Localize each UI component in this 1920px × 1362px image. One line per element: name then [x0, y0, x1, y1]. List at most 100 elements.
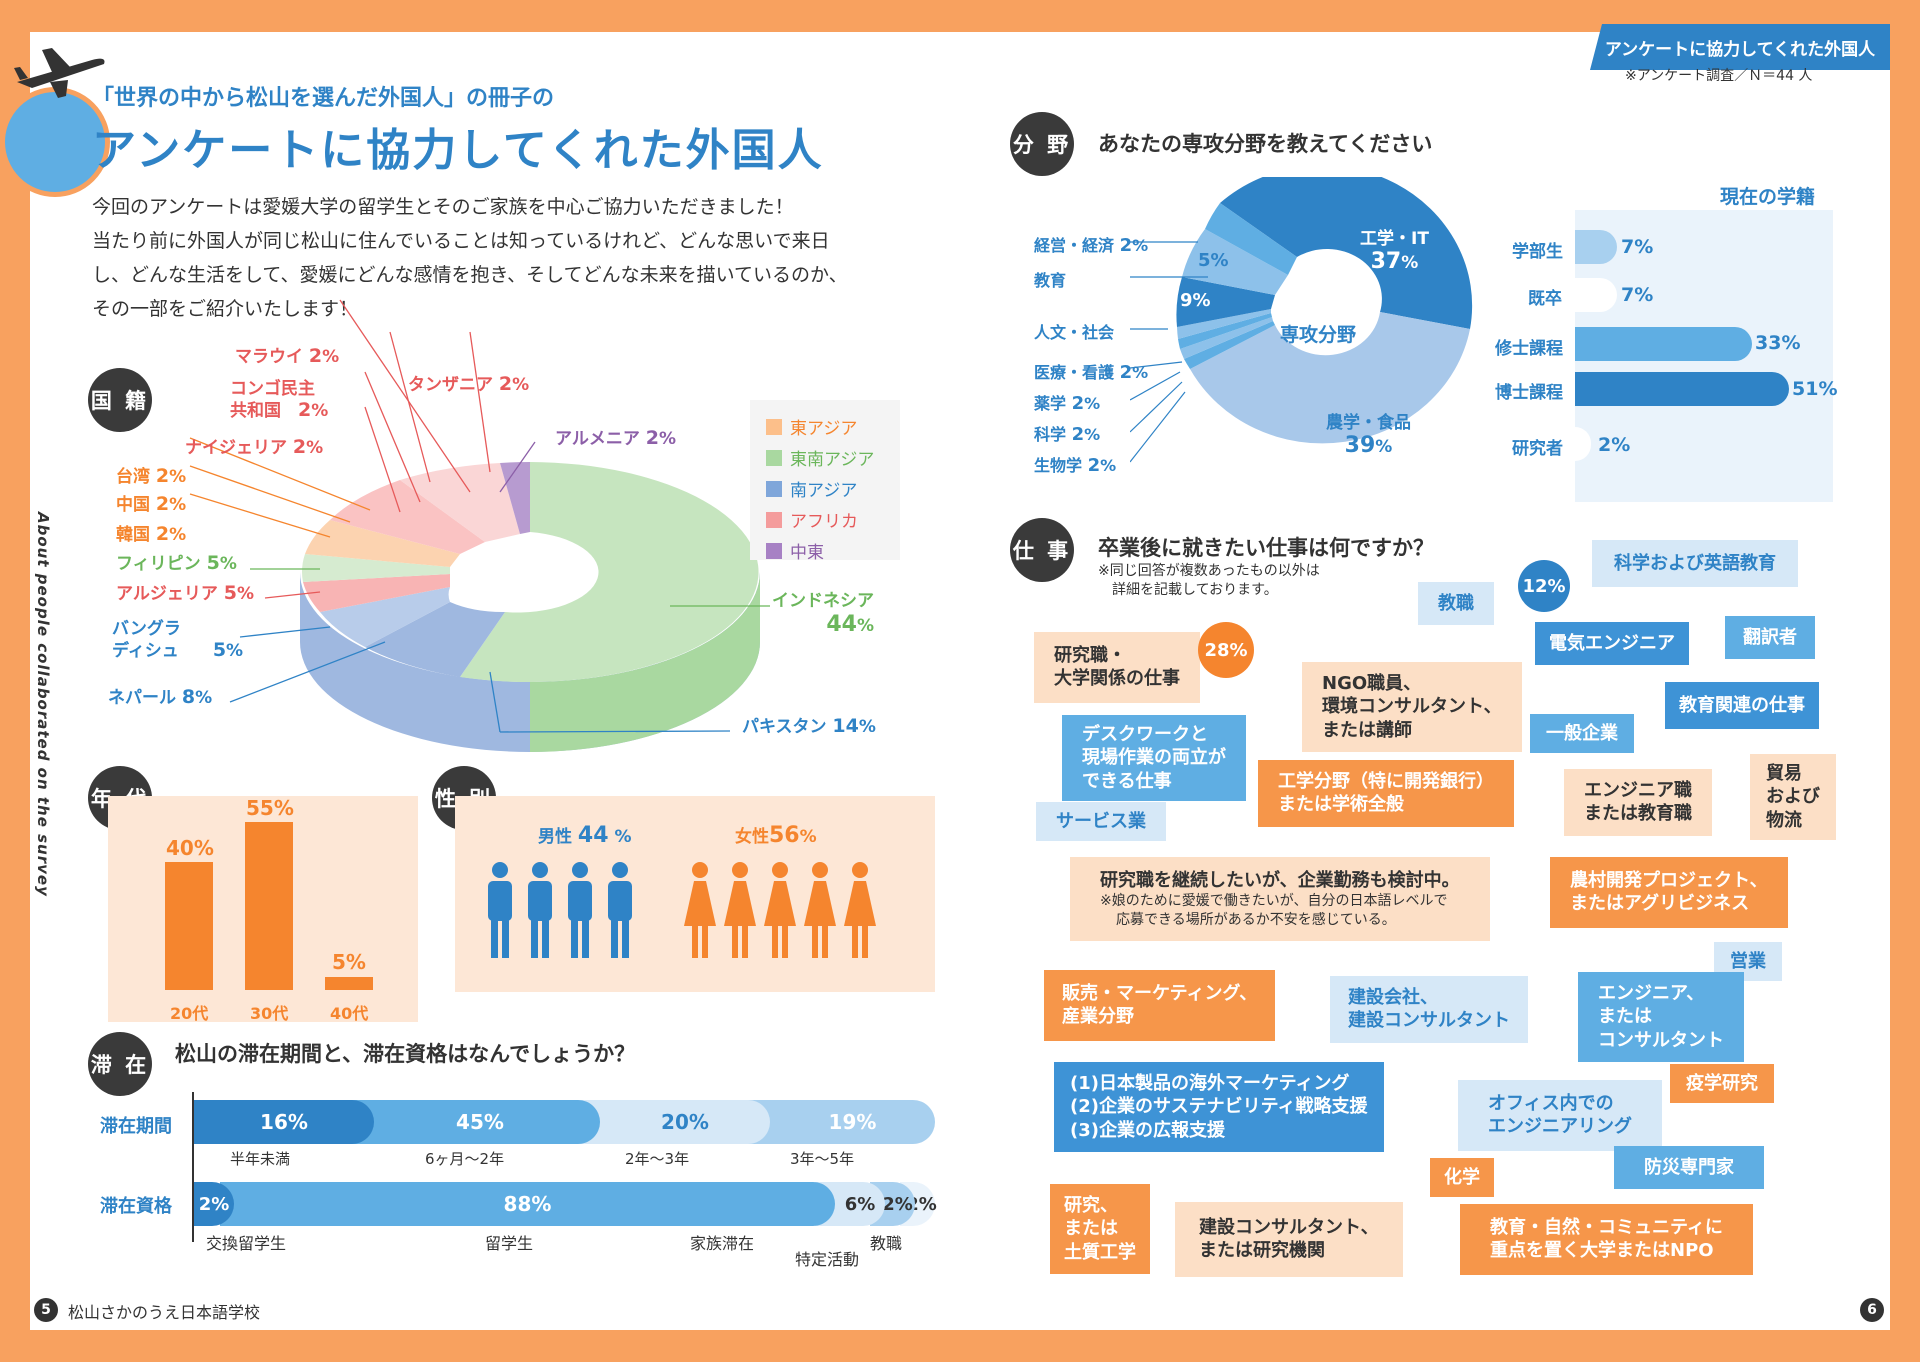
- subtitle: 「世界の中から松山を選んだ外国人」の冊子の: [92, 86, 555, 111]
- label-bangladesh: バングラ ディシュ 5%: [112, 619, 244, 661]
- job-box-office-engineering: オフィス内での エンジニアリング: [1458, 1080, 1662, 1151]
- field-slice-education: [1182, 229, 1288, 295]
- age-cat-20: 20代: [170, 1004, 209, 1023]
- age-cat-30: 30代: [250, 1004, 289, 1023]
- field-label-pharmacy: 薬学 2%: [1034, 393, 1101, 414]
- female-icon: [844, 862, 876, 958]
- period-seg-4: 19%: [740, 1100, 935, 1144]
- field-label-education: 教育: [1034, 271, 1067, 290]
- field-slice-agriculture: [1190, 312, 1470, 444]
- field-leader-lines: [1130, 241, 1208, 463]
- job-question: 卒業後に就きたい仕事は何ですか？: [1098, 536, 1434, 560]
- female-icon: [804, 862, 836, 958]
- label-tanzania: タンザニア 2%: [408, 373, 530, 395]
- donut-side: [300, 572, 760, 752]
- field-slice-humanities: [1176, 277, 1275, 327]
- job-box-engineer-edu: エンジニア職 または教育職: [1564, 769, 1712, 836]
- field-label-science: 科学 2%: [1034, 424, 1101, 445]
- job-box-university-npo: 教育・自然・コミュニティに 重点を置く大学またはNPO: [1460, 1204, 1753, 1275]
- label-malawi: マラウイ 2%: [235, 345, 340, 367]
- job-box-general-company: 一般企業: [1530, 714, 1634, 754]
- intro-line: 今回のアンケートは愛媛大学の留学生とそのご家族を中心ご協力いただきました！: [92, 196, 794, 218]
- legend-item: 東アジア: [766, 414, 884, 439]
- enroll-title: 現在の学籍: [1720, 186, 1816, 208]
- female-caption: 女性56%: [735, 823, 817, 848]
- enroll-name-2: 既卒: [1528, 289, 1562, 309]
- page-number-left: 5: [34, 1298, 58, 1322]
- field-label-humanities: 人文・社会: [1034, 323, 1115, 342]
- job-box-translator: 翻訳者: [1725, 616, 1815, 660]
- field-center-label: 専攻分野: [1280, 324, 1357, 346]
- job-label: 仕 事: [1010, 518, 1074, 582]
- job-box-construction-research: 建設コンサルタント、 または研究機関: [1175, 1202, 1403, 1277]
- header-tab-label: アンケートに協力してくれた外国人: [1604, 39, 1876, 60]
- female-icon: [658, 862, 676, 958]
- legend-item: 中東: [766, 538, 884, 563]
- job-box-chemistry: 化学: [1430, 1158, 1494, 1198]
- age-bar-30: [245, 822, 293, 990]
- enroll-name-3: 修士課程: [1495, 339, 1563, 359]
- legend-swatch: [766, 480, 782, 497]
- job-box-edu-related: 教育関連の仕事: [1665, 682, 1819, 730]
- legend-item: 東南アジア: [766, 445, 884, 470]
- field-donut: [1176, 177, 1473, 444]
- field-label-biology: 生物学 2%: [1034, 455, 1117, 476]
- label-philippines: フィリピン 5%: [116, 552, 237, 574]
- female-icon: [724, 862, 756, 958]
- nationality-legend: 東アジア 東南アジア 南アジア アフリカ 中東: [750, 400, 900, 563]
- nationality-label: 国 籍: [88, 368, 152, 432]
- school-name: 松山さかのうえ日本語学校: [68, 1303, 261, 1322]
- job-box-desk-field: デスクワークと 現場作業の両立が できる仕事: [1062, 715, 1246, 802]
- job-box-science-english: 科学および英語教育: [1592, 540, 1798, 588]
- job-box-overseas-marketing: (1)日本製品の海外マーケティング (2)企業のサステナビリティ戦略支援 (3)企業…: [1054, 1062, 1384, 1153]
- age-value-30: 55%: [246, 796, 294, 820]
- male-icon: [488, 862, 512, 958]
- enroll-bar-4: [1575, 372, 1789, 406]
- status-cat-3: 家族滞在: [690, 1234, 755, 1253]
- period-seg-2: 45%: [330, 1100, 600, 1144]
- label-china: 中国 2%: [116, 493, 187, 515]
- label-indonesia: インドネシア 44%: [772, 591, 874, 637]
- gender-icons: [488, 862, 876, 958]
- nationality-donut: [300, 462, 760, 752]
- teacher-pct-badge: 12%: [1518, 560, 1570, 612]
- job-box-research: 研究職・ 大学関係の仕事: [1034, 632, 1200, 703]
- job-box-geotech: 研究、 または 土質工学: [1050, 1184, 1150, 1275]
- status-seg-1: 2%: [194, 1182, 234, 1226]
- legend-swatch: [766, 511, 782, 528]
- enroll-name-1: 学部生: [1512, 242, 1563, 262]
- age-value-40: 5%: [332, 950, 366, 974]
- research-pct-badge: 28%: [1198, 622, 1254, 678]
- field-edu-pct: 5%: [1198, 250, 1229, 271]
- male-icon: [528, 862, 552, 958]
- enroll-name-4: 博士課程: [1495, 383, 1563, 403]
- survey-note: ※アンケート調査／Ｎ＝44 人: [1625, 68, 1813, 84]
- enroll-bar-3: [1575, 327, 1752, 361]
- label-korea: 韓国 2%: [116, 523, 187, 545]
- field-label-medical: 医療・看護 2%: [1034, 362, 1149, 383]
- job-box-engineering-bank: 工学分野（特に開発銀行） または学術全般: [1258, 760, 1514, 827]
- label-algeria: アルジェリア 5%: [116, 582, 255, 604]
- job-note: ※同じ回答が複数あったもの以外は 詳細を記載しております。: [1098, 563, 1320, 598]
- age-cat-40: 40代: [330, 1004, 369, 1023]
- status-seg-2: 88%: [220, 1182, 835, 1226]
- job-box-epidemiology: 疫学研究: [1670, 1064, 1774, 1104]
- field-question: あなたの専攻分野を教えてください: [1098, 132, 1433, 156]
- status-cat-4: 特定活動: [795, 1250, 860, 1269]
- status-cat-2: 留学生: [485, 1234, 534, 1253]
- age-value-20: 40%: [166, 836, 214, 860]
- job-box-service: サービス業: [1036, 802, 1166, 842]
- legend-swatch: [766, 542, 782, 559]
- job-box-agribusiness: 農村開発プロジェクト、 またはアグリビジネス: [1550, 857, 1788, 928]
- legend-swatch: [766, 449, 782, 466]
- period-cat-3: 2年〜3年: [625, 1150, 690, 1168]
- female-icon: [764, 862, 796, 958]
- enroll-bar-2: [1575, 278, 1617, 312]
- job-box-construction: 建設会社、 建設コンサルタント: [1330, 976, 1528, 1043]
- label-congo: コンゴ民主 共和国 2%: [230, 379, 329, 421]
- label-nepal: ネパール 8%: [108, 686, 213, 708]
- job-box-teacher: 教職: [1418, 582, 1494, 626]
- job-box-ngo: NGO職員、 環境コンサルタント、 または講師: [1302, 662, 1522, 753]
- stay-question: 松山の滞在期間と、滞在資格はなんでしょうか？: [175, 1042, 636, 1066]
- status-cat-5: 教職: [870, 1234, 903, 1253]
